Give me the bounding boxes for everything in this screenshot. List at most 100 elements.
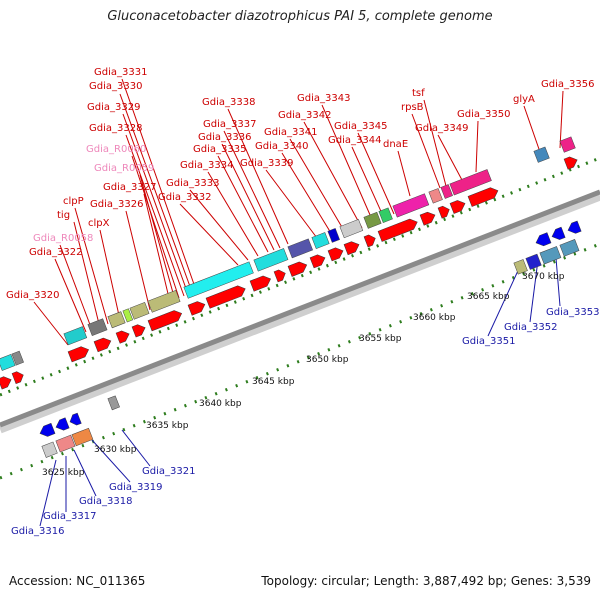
tick-label: 3650 kbp [306,355,349,365]
feature-box [363,211,382,229]
gene-label: Gdia_3338 [202,97,255,108]
feature-box [533,146,550,163]
cds-arrow [309,254,326,269]
cds-arrow [551,226,566,240]
gene-label: clpX [88,218,110,229]
gene-label: Gdia_3339 [240,158,293,169]
cds-arrow [449,200,466,214]
leader-line [475,120,479,173]
tick-label: 3670 kbp [522,272,565,282]
leader-line [221,143,275,251]
feature-box [253,248,289,272]
leader-line [189,189,249,261]
gene-label: Gdia_3352 [504,322,557,333]
tick-label: 3665 kbp [467,292,510,302]
cds-arrow [327,247,344,262]
backbone [0,189,600,428]
cds-arrow [11,371,24,385]
leader-line [121,78,197,291]
feature-box [513,259,528,275]
gene-label: Gdia_3343 [297,93,350,104]
leader-line [131,155,180,299]
leader-line [59,244,93,331]
tick-label: 3645 kbp [252,377,295,387]
gene-label: Gdia_3330 [89,81,142,92]
leader-line [99,229,121,321]
leader-line [559,90,564,149]
leader-line [223,130,281,249]
feature-box [559,239,580,257]
cds-arrow [115,330,130,344]
feature-box [147,289,181,313]
leader-line [281,152,335,239]
gene-label: clpP [63,196,84,207]
leader-line [125,210,151,311]
cds-arrow [419,211,436,226]
backbone-shadow [0,191,600,434]
leader-line [73,221,101,329]
feature-box [107,311,126,329]
feature-box [183,261,254,299]
tick-label: 3655 kbp [359,334,402,344]
feature-box [0,354,16,371]
feature-box [71,427,94,447]
cds-arrow [187,301,206,316]
gene-label: Gdia_3353 [546,307,599,318]
leader-line [351,146,385,219]
leader-line [74,207,109,325]
cds-arrow [93,337,112,353]
leader-line [411,113,441,189]
gene-label: Gdia_R0060 [86,144,146,155]
feature-box [440,184,453,199]
cds-arrow [67,346,89,363]
cds-arrow [287,261,308,277]
leader-line [125,134,185,297]
cds-arrow [0,376,12,390]
leader-line [437,134,463,181]
gene-label: Gdia_3319 [109,482,162,493]
leader-line [119,93,193,293]
leader-line [121,429,151,467]
leader-line [357,132,395,215]
cds-arrow [377,218,418,242]
leader-line [139,174,176,301]
feature-box [129,302,150,320]
leader-line [39,459,57,527]
gene-label: dnaE [383,139,408,150]
feature-box [311,232,330,249]
tick-label: 3660 kbp [413,313,456,323]
feature-box [107,395,120,411]
gene-label: Gdia_3350 [457,109,510,120]
tick-labels: 3625 kbp 3630 kbp 3635 kbp 3640 kbp 3645… [42,272,565,478]
gene-label: rpsB [401,102,424,113]
feature-box [11,350,24,366]
leader-line [54,258,87,333]
cds-arrow [467,187,499,207]
gene-label: Gdia_3336 [198,132,251,143]
gene-label: Gdia_3331 [94,67,147,78]
leader-line [523,105,541,153]
leader-line [122,113,189,295]
gene-label: Gdia_3349 [415,123,468,134]
gene-label: Gdia_3337 [203,119,256,130]
leader-line [265,169,321,243]
gene-label: Gdia_3327 [103,182,156,193]
leader-line [487,261,523,337]
cds-arrow [55,417,70,431]
cds-arrow [563,156,578,170]
forward-gene-labels: Gdia_3331 Gdia_3330 Gdia_3329 Gdia_3328 … [6,67,594,301]
feature-box [378,207,393,223]
leader-line [397,150,411,197]
leader-line [555,257,561,307]
gene-label: Gdia_3356 [541,79,594,90]
feature-box [122,308,134,323]
feature-track [0,136,582,458]
gene-label: Gdia_3321 [142,466,195,477]
feature-box [55,434,76,453]
gene-label: Gdia_3318 [79,496,132,507]
feature-box [327,228,340,243]
leader-line [179,203,239,266]
leader-line [91,439,131,483]
feature-box [41,441,58,458]
